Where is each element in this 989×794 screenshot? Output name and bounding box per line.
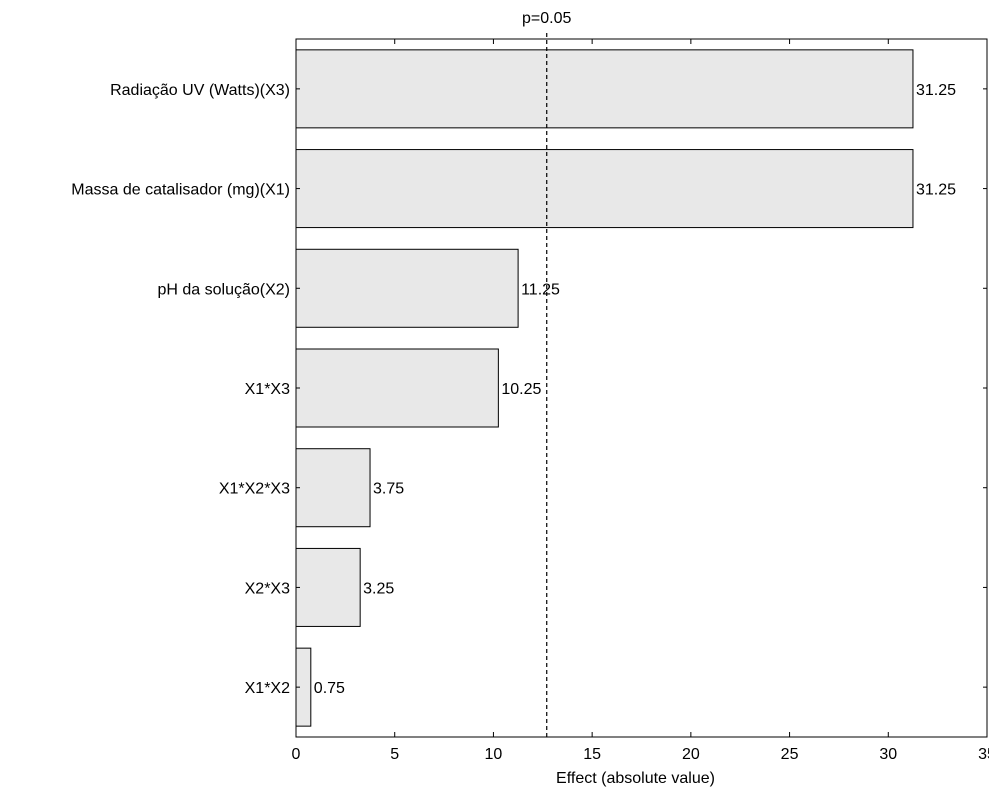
bar [295,348,499,428]
axis-ticks: 0 5 10 15 20 25 30 35 [292,39,989,763]
category-label: Massa de catalisador (mg)(X1) [71,182,290,199]
category-label: Radiação UV (Watts)(X3) [110,82,290,99]
bar-value-label: 3.75 [373,481,404,498]
bar [295,547,361,627]
category-label: pH da solução(X2) [157,281,290,298]
significance-label: p=0.05 [522,10,571,27]
bar [295,149,914,229]
x-tick-label: 30 [879,746,897,763]
x-tick-label: 35 [978,746,989,763]
bar-value-label: 3.25 [363,580,394,597]
x-tick-label: 0 [292,746,301,763]
bar-value-label: 0.75 [314,680,345,697]
category-label: X2*X3 [245,580,290,597]
bar-value-label: 11.25 [521,281,560,298]
x-tick-label: 5 [390,746,399,763]
x-tick-label: 10 [485,746,503,763]
bar-value-label: 10.25 [501,381,541,398]
bars-group: 31.25 Radiação UV (Watts)(X3) 31.25 Massa d… [71,49,956,727]
bar [295,49,914,129]
x-tick-label: 15 [583,746,601,763]
category-label: X1*X2*X3 [219,481,290,498]
category-label: X1*X3 [245,381,290,398]
x-tick-label: 20 [682,746,700,763]
bar [295,248,519,328]
category-label: X1*X2 [245,680,290,697]
x-tick-label: 25 [781,746,799,763]
x-axis-label: Effect (absolute value) [556,770,715,787]
bar-value-label: 31.25 [916,82,956,99]
bar-value-label: 31.25 [916,182,956,199]
bar [295,448,371,528]
